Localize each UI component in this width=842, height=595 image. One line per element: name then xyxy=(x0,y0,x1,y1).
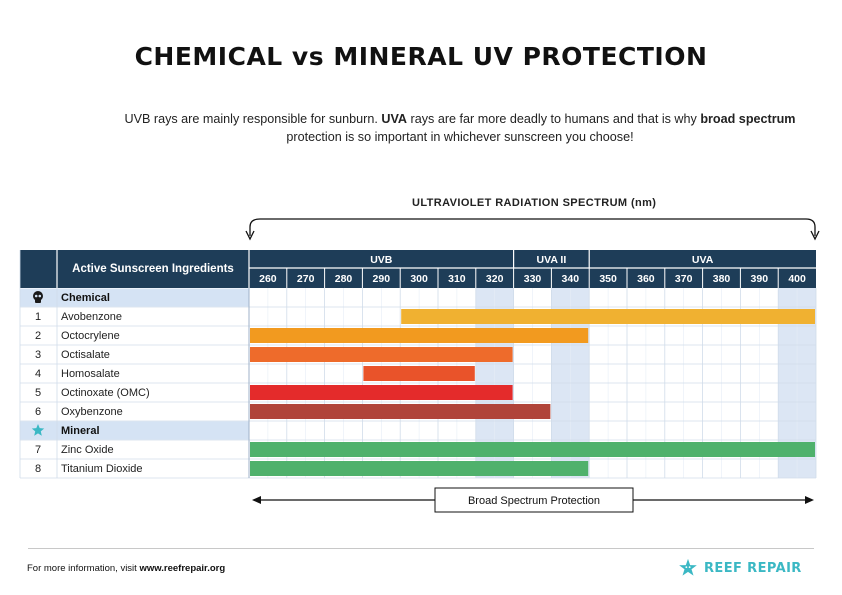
ingredient-label: Octinoxate (OMC) xyxy=(61,387,150,399)
ingredient-label: Octisalate xyxy=(61,349,110,361)
tick-label-260: 260 xyxy=(259,273,277,285)
table-header-bg xyxy=(20,250,816,288)
subtitle-bold-uva: UVA xyxy=(381,112,408,126)
range-bar-octinoxate-omc xyxy=(250,385,513,400)
row-number: 7 xyxy=(35,444,41,456)
brand-logo[interactable]: REEF REPAIR xyxy=(678,558,802,578)
ingredient-label: Avobenzone xyxy=(61,311,122,323)
spectrum-bracket xyxy=(249,218,816,236)
tick-label-320: 320 xyxy=(486,273,504,285)
tick-label-380: 380 xyxy=(713,273,731,285)
row-number: 1 xyxy=(35,311,41,323)
group-label-mineral: Mineral xyxy=(61,425,100,437)
ingredient-label: Octocrylene xyxy=(61,330,120,342)
row-number: 2 xyxy=(35,330,41,342)
tick-label-350: 350 xyxy=(599,273,617,285)
broad-spectrum-arrowhead-right xyxy=(805,496,814,504)
tick-label-330: 330 xyxy=(524,273,542,285)
subtitle-part-1: UVB rays are mainly responsible for sunb… xyxy=(124,112,382,126)
starfish-icon xyxy=(679,558,697,576)
subtitle-bold-broad: broad spectrum xyxy=(700,112,796,126)
tick-label-360: 360 xyxy=(637,273,655,285)
group-row-bg xyxy=(20,288,249,307)
row-number: 3 xyxy=(35,349,41,361)
footer-divider xyxy=(28,548,814,549)
tick-label-300: 300 xyxy=(410,273,428,285)
tick-label-270: 270 xyxy=(297,273,315,285)
footer-link[interactable]: www.reefrepair.org xyxy=(139,563,226,574)
spectrum-arrow-right xyxy=(810,230,820,241)
tick-label-340: 340 xyxy=(562,273,580,285)
range-bar-titanium-dioxide xyxy=(250,461,589,476)
subtitle-part-2: rays are far more deadly to humans and t… xyxy=(407,112,701,126)
broad-spectrum-label: Broad Spectrum Protection xyxy=(468,495,600,507)
skull-icon-eye xyxy=(38,294,42,298)
spectrum-arrow-left xyxy=(245,230,255,241)
skull-icon xyxy=(33,291,43,301)
row-number: 4 xyxy=(35,368,41,380)
group-label-chemical: Chemical xyxy=(61,292,110,304)
band-label-uva: UVA xyxy=(692,254,714,266)
skull-icon-eye xyxy=(34,294,38,298)
group-row-bg xyxy=(20,421,249,440)
ingredient-label: Oxybenzone xyxy=(61,406,123,418)
broad-spectrum-arrowhead-left xyxy=(252,496,261,504)
range-bar-avobenzone xyxy=(401,309,815,324)
skull-icon-jaw xyxy=(35,299,41,303)
tick-label-390: 390 xyxy=(751,273,769,285)
row-number: 5 xyxy=(35,387,41,399)
band-label-uvb: UVB xyxy=(370,254,393,266)
brand-name: REEF REPAIR xyxy=(704,560,802,576)
footer-info-prefix: For more information, visit xyxy=(27,563,140,574)
tick-label-280: 280 xyxy=(335,273,353,285)
footer-info: For more information, visit www.reefrepa… xyxy=(27,563,225,574)
row-number: 6 xyxy=(35,406,41,418)
band-label-uva-ii: UVA II xyxy=(537,254,567,266)
range-bar-octisalate xyxy=(250,347,513,362)
subtitle-part-3: protection is so important in whichever … xyxy=(286,130,634,144)
row-header-label: Active Sunscreen Ingredients xyxy=(72,263,234,275)
tick-label-400: 400 xyxy=(788,273,806,285)
range-bar-zinc-oxide xyxy=(250,442,815,457)
ingredient-label: Zinc Oxide xyxy=(61,444,114,456)
range-bar-octocrylene xyxy=(250,328,589,343)
ingredient-label: Titanium Dioxide xyxy=(61,463,143,475)
ingredient-label: Homosalate xyxy=(61,368,120,380)
tick-label-290: 290 xyxy=(373,273,391,285)
subtitle: UVB rays are mainly responsible for sunb… xyxy=(120,110,800,146)
tick-label-370: 370 xyxy=(675,273,693,285)
range-bar-oxybenzone xyxy=(250,404,551,419)
range-bar-homosalate xyxy=(363,366,475,381)
page-title: CHEMICAL vs MINERAL UV PROTECTION xyxy=(134,42,708,71)
row-number: 8 xyxy=(35,463,41,475)
tick-label-310: 310 xyxy=(448,273,466,285)
star-icon xyxy=(31,424,45,436)
broad-spectrum-box xyxy=(434,487,634,513)
spectrum-title: ULTRAVIOLET RADIATION SPECTRUM (nm) xyxy=(412,197,657,209)
